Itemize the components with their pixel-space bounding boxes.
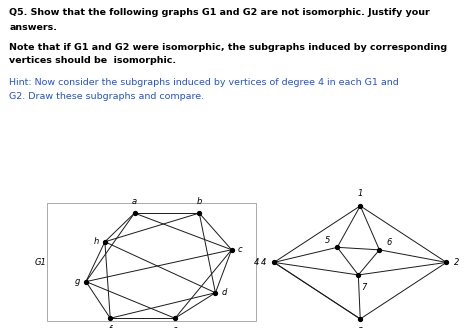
- Text: b: b: [197, 197, 202, 206]
- Text: Note that if G1 and G2 were isomorphic, the subgraphs induced by corresponding: Note that if G1 and G2 were isomorphic, …: [9, 43, 447, 51]
- Text: 6: 6: [387, 238, 392, 247]
- Text: c: c: [238, 245, 243, 254]
- Text: d: d: [221, 288, 227, 297]
- Text: a: a: [132, 197, 137, 206]
- Text: 4: 4: [261, 258, 266, 267]
- Text: Hint: Now consider the subgraphs induced by vertices of degree 4 in each G1 and: Hint: Now consider the subgraphs induced…: [9, 78, 399, 87]
- Text: 2: 2: [454, 258, 459, 267]
- Text: 7: 7: [361, 283, 367, 292]
- Text: e: e: [173, 325, 178, 328]
- Text: Q5. Show that the following graphs G1 and G2 are not isomorphic. Justify your: Q5. Show that the following graphs G1 an…: [9, 8, 430, 17]
- Text: f: f: [109, 325, 112, 328]
- Text: G2. Draw these subgraphs and compare.: G2. Draw these subgraphs and compare.: [9, 92, 205, 101]
- Text: 3: 3: [357, 327, 363, 328]
- Text: vertices should be  isomorphic.: vertices should be isomorphic.: [9, 56, 177, 65]
- Bar: [47, 203, 256, 321]
- Text: answers.: answers.: [9, 23, 57, 32]
- Text: g: g: [74, 277, 80, 286]
- Text: 1: 1: [357, 189, 363, 198]
- Text: h: h: [93, 237, 99, 246]
- Text: 5: 5: [325, 236, 330, 245]
- Text: 4: 4: [254, 258, 259, 267]
- Text: G1: G1: [34, 258, 46, 267]
